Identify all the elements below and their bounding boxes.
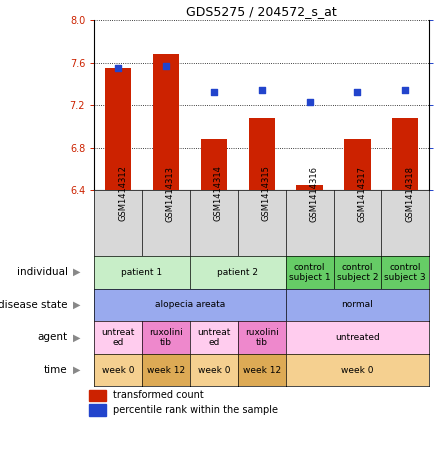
Text: untreat
ed: untreat ed bbox=[197, 328, 230, 347]
Text: week 12: week 12 bbox=[147, 366, 185, 375]
Point bbox=[162, 63, 170, 70]
Text: individual: individual bbox=[17, 267, 68, 277]
Text: GSM1414313: GSM1414313 bbox=[166, 165, 175, 222]
Text: disease state: disease state bbox=[0, 300, 68, 310]
Point bbox=[306, 98, 313, 106]
Text: transformed count: transformed count bbox=[113, 390, 204, 400]
Bar bbox=[248, 118, 275, 190]
Text: week 0: week 0 bbox=[102, 366, 134, 375]
Text: GSM1414318: GSM1414318 bbox=[405, 165, 414, 222]
Text: GSM1414317: GSM1414317 bbox=[357, 165, 367, 222]
Point bbox=[210, 88, 217, 95]
Bar bbox=[344, 140, 371, 190]
Point bbox=[402, 87, 409, 94]
Text: week 0: week 0 bbox=[341, 366, 374, 375]
Bar bbox=[297, 185, 323, 190]
Text: percentile rank within the sample: percentile rank within the sample bbox=[113, 405, 279, 415]
Text: GSM1414316: GSM1414316 bbox=[310, 165, 318, 222]
Text: GSM1414314: GSM1414314 bbox=[214, 166, 223, 222]
Text: untreat
ed: untreat ed bbox=[102, 328, 135, 347]
Text: GSM1414315: GSM1414315 bbox=[261, 166, 271, 222]
Text: GSM1414312: GSM1414312 bbox=[118, 166, 127, 222]
Text: patient 2: patient 2 bbox=[217, 268, 258, 277]
Text: control
subject 2: control subject 2 bbox=[337, 263, 378, 282]
Bar bbox=[153, 54, 179, 190]
Bar bbox=[89, 405, 106, 415]
Text: ▶: ▶ bbox=[74, 300, 81, 310]
Text: time: time bbox=[44, 365, 68, 375]
Point bbox=[258, 87, 265, 94]
Text: alopecia areata: alopecia areata bbox=[155, 300, 225, 309]
Text: week 12: week 12 bbox=[243, 366, 281, 375]
Text: ▶: ▶ bbox=[74, 333, 81, 342]
Text: ruxolini
tib: ruxolini tib bbox=[245, 328, 279, 347]
Text: agent: agent bbox=[38, 333, 68, 342]
Text: patient 1: patient 1 bbox=[121, 268, 162, 277]
Text: untreated: untreated bbox=[335, 333, 380, 342]
Bar bbox=[201, 140, 227, 190]
Text: week 0: week 0 bbox=[198, 366, 230, 375]
Bar bbox=[392, 118, 418, 190]
Text: ▶: ▶ bbox=[74, 365, 81, 375]
Text: ▶: ▶ bbox=[74, 267, 81, 277]
Text: control
subject 1: control subject 1 bbox=[289, 263, 330, 282]
Bar bbox=[105, 68, 131, 190]
Point bbox=[354, 88, 361, 95]
Title: GDS5275 / 204572_s_at: GDS5275 / 204572_s_at bbox=[186, 5, 337, 18]
Bar bbox=[89, 390, 106, 401]
Text: ruxolini
tib: ruxolini tib bbox=[149, 328, 183, 347]
Text: control
subject 3: control subject 3 bbox=[385, 263, 426, 282]
Point bbox=[115, 64, 122, 72]
Text: normal: normal bbox=[342, 300, 373, 309]
